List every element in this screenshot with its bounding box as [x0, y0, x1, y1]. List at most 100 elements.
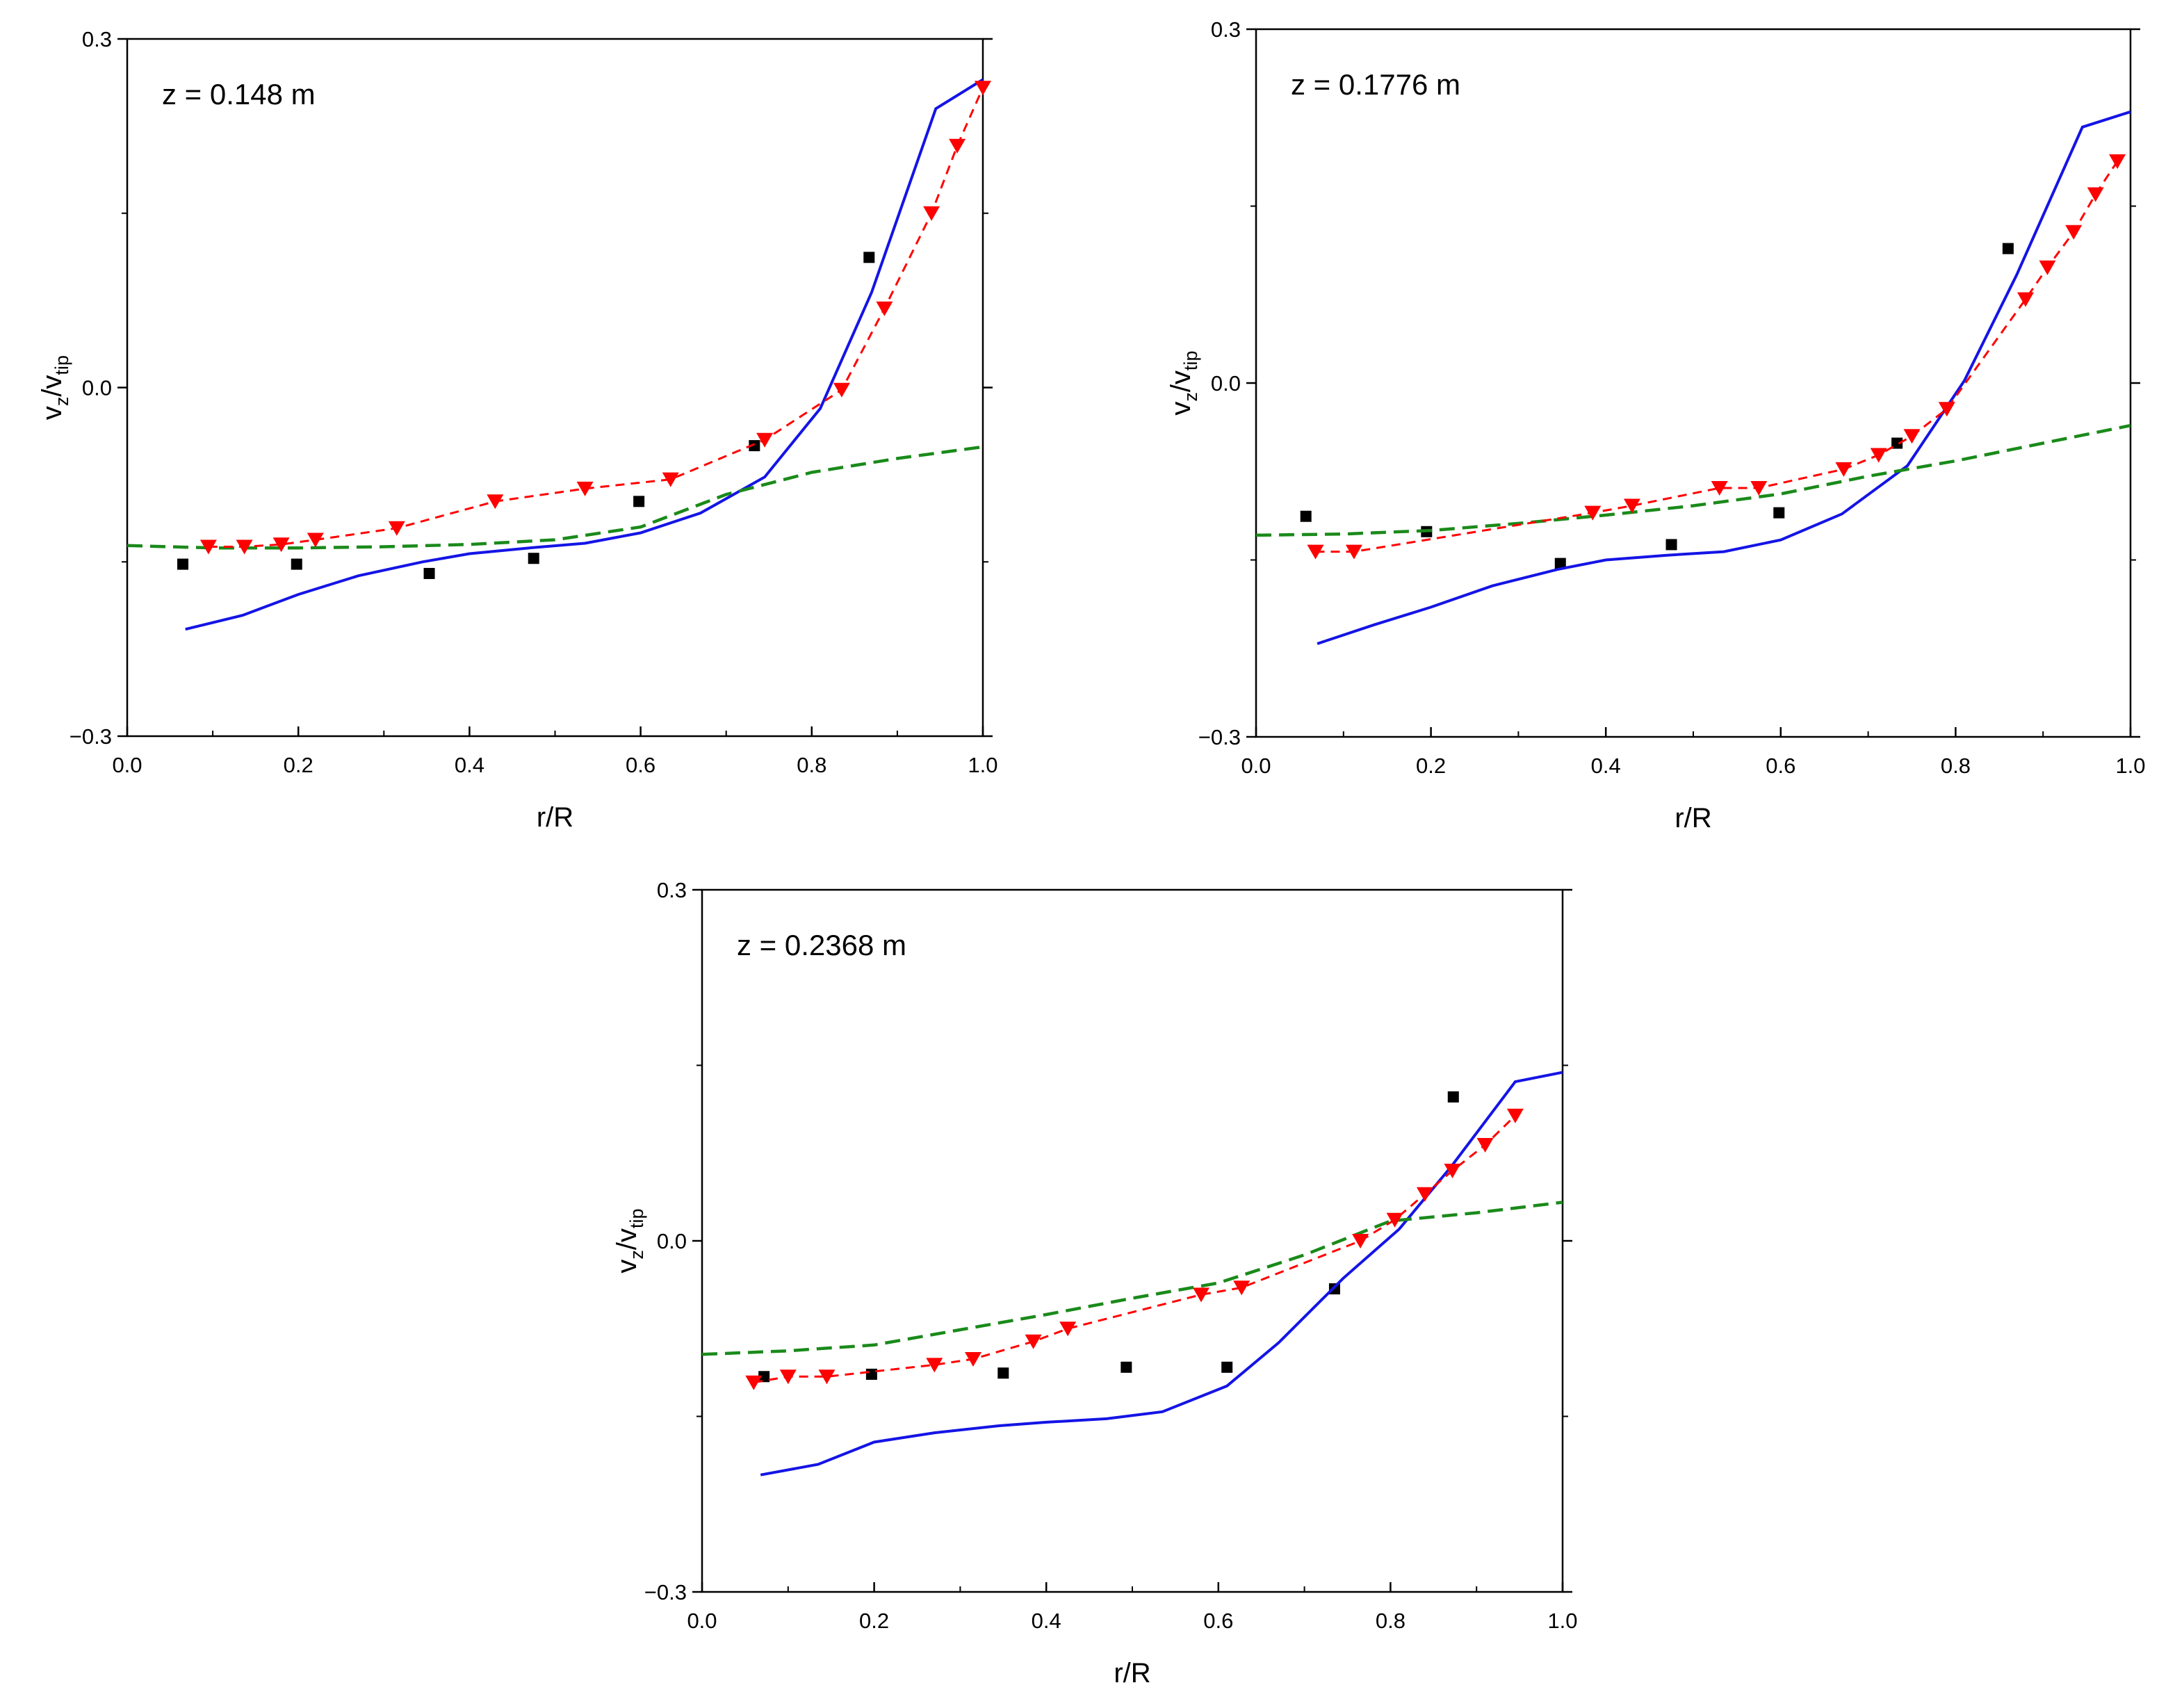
data-point-triangle: [2039, 260, 2056, 275]
y-tick-label: 0.0: [657, 1229, 687, 1253]
z-annotation: z = 0.1776 m: [1291, 68, 1460, 101]
x-tick-label: 0.2: [284, 753, 313, 777]
data-point-square: [758, 1371, 770, 1383]
series-model-red-dashed-triangles: [1307, 154, 2126, 560]
y-label-sub: z: [626, 1250, 647, 1260]
data-point-triangle: [1750, 481, 1768, 496]
data-point-triangle: [1623, 498, 1640, 514]
x-tick-label: 1.0: [1547, 1609, 1577, 1633]
x-tick-label: 0.0: [112, 753, 142, 777]
data-point-triangle: [1584, 505, 1602, 521]
data-point-triangle: [2109, 154, 2126, 169]
data-point-triangle: [1352, 1234, 1369, 1249]
data-point-square: [2002, 243, 2014, 254]
data-point-square: [177, 558, 189, 570]
x-tick-label: 0.0: [1241, 754, 1271, 778]
y-label-sub: z: [51, 397, 72, 407]
data-point-square: [1300, 510, 1312, 522]
data-point-triangle: [1193, 1287, 1209, 1303]
y-tick-label: 0.3: [657, 878, 687, 902]
data-point-triangle: [1938, 402, 1955, 417]
data-point-triangle: [1903, 429, 1921, 444]
data-point-triangle: [2087, 187, 2104, 202]
data-point-triangle: [662, 472, 679, 487]
plot-frame: [1255, 28, 2132, 738]
data-point-triangle: [1870, 448, 1887, 463]
x-tick-label: 0.6: [1203, 1609, 1233, 1633]
data-point-triangle: [1506, 1108, 1524, 1123]
x-axis-label: r/R: [1675, 803, 1711, 833]
y-tick-label: −0.3: [1198, 725, 1241, 749]
data-point-triangle: [1835, 462, 1852, 477]
model-red-dashed-triangles-line: [1315, 161, 2119, 553]
data-point-triangle: [1444, 1164, 1461, 1178]
y-tick-label: 0.0: [1211, 371, 1241, 396]
data-point-triangle: [307, 532, 324, 548]
data-point-triangle: [236, 539, 253, 555]
model-red-dashed-triangles-line: [753, 1114, 1516, 1384]
data-point-triangle: [779, 1369, 797, 1385]
data-point-square: [528, 553, 539, 564]
data-point-triangle: [1416, 1187, 1433, 1202]
x-tick-label: 0.6: [626, 753, 655, 777]
data-point-triangle: [1476, 1138, 1494, 1153]
data-point-triangle: [1025, 1334, 1042, 1349]
data-point-triangle: [1711, 481, 1728, 496]
data-point-triangle: [745, 1375, 763, 1390]
y-axis-label: vz/vtip: [612, 1208, 647, 1273]
y-axis-label: vz/vtip: [37, 355, 72, 420]
y-label-slash: /v: [37, 375, 67, 396]
x-tick-label: 0.2: [859, 1609, 889, 1633]
y-axis-label: vz/vtip: [1166, 350, 1201, 415]
data-point-square: [1121, 1361, 1132, 1373]
data-point-square: [423, 567, 435, 579]
series-model-green-dashed: [127, 445, 984, 550]
data-point-square: [997, 1367, 1009, 1379]
x-axis-label: r/R: [537, 802, 573, 833]
x-tick-label: 0.6: [1766, 754, 1795, 778]
x-tick-label: 0.8: [797, 753, 826, 777]
data-point-square: [1447, 1091, 1459, 1103]
data-point-triangle: [487, 494, 504, 510]
data-point-triangle: [965, 1352, 981, 1367]
plot-frame: [701, 888, 1564, 1593]
model-blue-solid-line: [1317, 110, 2131, 645]
y-label-base: v: [1166, 402, 1196, 416]
data-point-triangle: [1345, 544, 1362, 560]
data-point-triangle: [756, 432, 774, 448]
model-blue-solid-line: [185, 78, 984, 631]
data-point-square: [1891, 437, 1903, 449]
data-point-triangle: [1307, 544, 1324, 560]
data-point-triangle: [388, 521, 405, 536]
data-point-triangle: [926, 1358, 943, 1373]
chart-panel-2: 0.0 0.2 0.4 0.6 0.8 1.0−0.30.00.3r/Rvz/vtipz …: [1166, 17, 2146, 833]
chart-panel-3: 0.0 0.2 0.4 0.6 0.8 1.0−0.30.00.3r/Rvz/vtipz …: [612, 878, 1578, 1689]
data-point-square: [863, 252, 875, 263]
data-point-triangle: [2017, 292, 2034, 307]
data-point-triangle: [199, 539, 217, 555]
x-tick-label: 0.8: [1941, 754, 1971, 778]
data-point-triangle: [576, 481, 594, 496]
y-tick-label: 0.3: [1211, 17, 1241, 42]
data-point-square: [1665, 539, 1677, 551]
x-tick-label: 0.4: [1032, 1609, 1061, 1633]
data-point-triangle: [949, 138, 966, 154]
series-model-green-dashed: [1255, 423, 2131, 537]
data-point-triangle: [923, 206, 940, 221]
model-green-dashed-line: [701, 1201, 1563, 1356]
y-label-sub: tip: [626, 1208, 647, 1228]
series-model-green-dashed: [701, 1201, 1563, 1356]
y-tick-label: 0.0: [82, 376, 112, 400]
data-point-triangle: [818, 1369, 836, 1385]
x-tick-label: 0.4: [455, 753, 484, 777]
z-annotation: z = 0.2368 m: [737, 929, 906, 961]
data-point-triangle: [833, 382, 850, 398]
x-tick-label: 0.0: [687, 1609, 717, 1633]
data-point-triangle: [1233, 1280, 1250, 1296]
y-tick-label: −0.3: [644, 1580, 687, 1604]
model-red-dashed-triangles-line: [208, 87, 984, 548]
data-point-triangle: [1386, 1212, 1403, 1228]
data-point-square: [1221, 1361, 1233, 1373]
x-tick-label: 0.2: [1416, 754, 1446, 778]
